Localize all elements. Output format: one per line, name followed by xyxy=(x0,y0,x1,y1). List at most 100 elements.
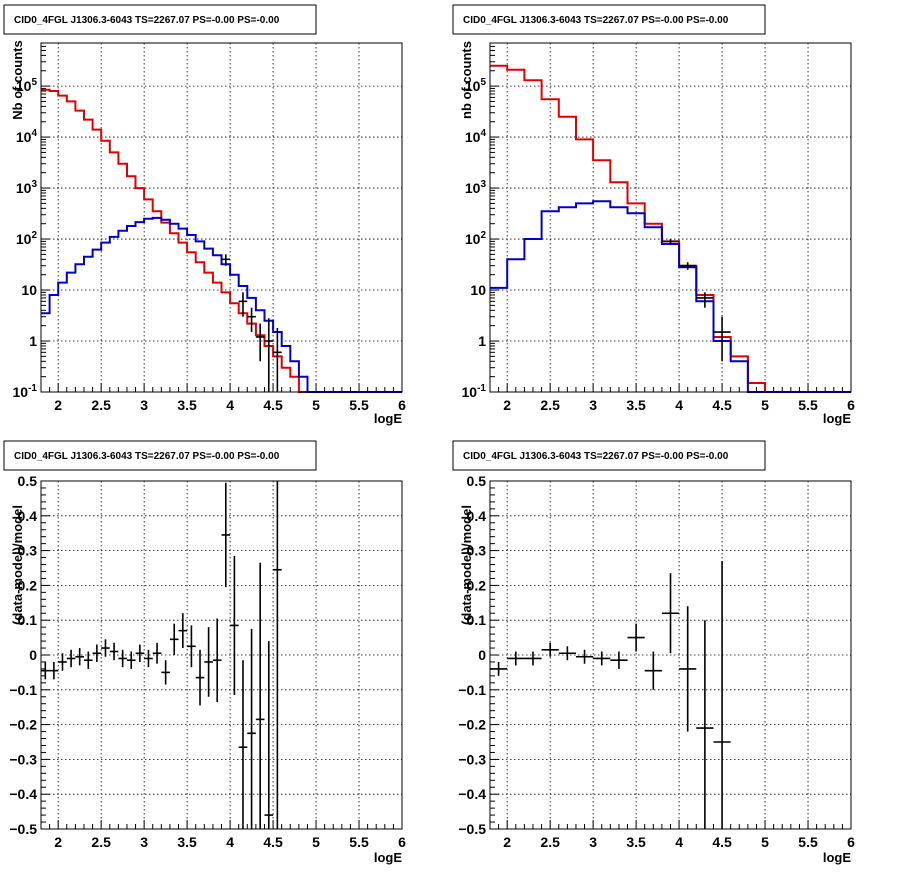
x-tick-label: 4.5 xyxy=(263,834,283,850)
y-tick-label: 10 xyxy=(21,282,37,298)
y-tick-label: 103 xyxy=(16,179,38,196)
x-tick-label: 2.5 xyxy=(91,397,111,413)
y-tick-label: 10 xyxy=(470,282,486,298)
panel-residuals-fine: CID0_4FGL J1306.3-6043 TS=2267.07 PS=-0.… xyxy=(3,440,406,865)
y-tick-label: 10-1 xyxy=(13,383,38,400)
x-axis-label: logE xyxy=(823,411,851,426)
chart-title: CID0_4FGL J1306.3-6043 TS=2267.07 PS=-0.… xyxy=(14,15,280,26)
y-tick-label: −0.1 xyxy=(9,682,37,698)
x-tick-label: 2 xyxy=(54,397,62,413)
panel-residuals-coarse: CID0_4FGL J1306.3-6043 TS=2267.07 PS=-0.… xyxy=(452,440,855,865)
title-box xyxy=(3,440,317,471)
x-tick-label: 6 xyxy=(847,834,855,850)
x-tick-label: 3.5 xyxy=(177,834,197,850)
y-tick-label: 0.1 xyxy=(18,612,38,628)
plot-area: 2 2.5 3 3.5 4 4.5 5 5.5 6 10-1 1 10 102 103 104 105 xyxy=(462,42,855,413)
x-tick-label: 3 xyxy=(140,834,148,850)
y-tick-label: 102 xyxy=(16,230,38,247)
x-tick-label: 6 xyxy=(847,397,855,413)
x-tick-label: 2 xyxy=(54,834,62,850)
x-tick-label: 2.5 xyxy=(540,834,560,850)
y-tick-label: −0.3 xyxy=(9,751,37,767)
y-tick-label: 0.4 xyxy=(467,508,487,524)
y-axis-label: (data-model)/model xyxy=(459,505,474,625)
x-tick-label: 5.5 xyxy=(349,834,369,850)
plot-background xyxy=(41,43,402,392)
panel-counts-coarse: CID0_4FGL J1306.3-6043 TS=2267.07 PS=-0.… xyxy=(452,4,855,426)
x-tick-label: 4 xyxy=(226,834,234,850)
plot-area: 2 2.5 3 3.5 4 4.5 5 5.5 6 10-1 1 10 102 103 104 105 xyxy=(13,42,406,413)
plot-area: 2 2.5 3 3.5 4 4.5 5 5.5 6 −0.5 −0.4 −0.3 −0.2 −0.1 0 0.… xyxy=(458,473,855,850)
y-tick-label: −0.3 xyxy=(458,751,486,767)
y-tick-label: 105 xyxy=(16,77,38,94)
y-tick-label: 0 xyxy=(478,647,486,663)
x-axis-label: logE xyxy=(823,850,851,865)
chart-title: CID0_4FGL J1306.3-6043 TS=2267.07 PS=-0.… xyxy=(14,451,280,462)
y-tick-label: 1 xyxy=(478,333,486,349)
y-tick-label: 0 xyxy=(29,647,37,663)
title-box xyxy=(452,4,766,35)
model-total-histogram xyxy=(490,64,851,393)
y-tick-label: −0.5 xyxy=(458,821,486,837)
plot-frame xyxy=(489,480,852,830)
plot-background xyxy=(490,43,851,392)
y-tick-label: 0.4 xyxy=(18,508,38,524)
x-tick-label: 3 xyxy=(589,397,597,413)
y-axis-label: (data-model)/model xyxy=(10,505,25,625)
chart-title: CID0_4FGL J1306.3-6043 TS=2267.07 PS=-0.… xyxy=(463,451,729,462)
x-tick-label: 4 xyxy=(675,834,683,850)
x-tick-label: 4 xyxy=(226,397,234,413)
y-tick-label: 0.5 xyxy=(18,473,38,489)
x-tick-label: 3.5 xyxy=(626,834,646,850)
x-axis-label: logE xyxy=(374,411,402,426)
y-tick-label: −0.4 xyxy=(9,786,37,802)
y-tick-label: −0.1 xyxy=(458,682,486,698)
x-tick-label: 5 xyxy=(761,834,769,850)
plot-frame xyxy=(40,42,403,393)
x-tick-label: 3.5 xyxy=(177,397,197,413)
x-tick-label: 3.5 xyxy=(626,397,646,413)
y-tick-label: −0.4 xyxy=(458,786,486,802)
y-tick-label: 0.2 xyxy=(18,577,38,593)
y-tick-label: 103 xyxy=(465,179,487,196)
y-tick-label: 104 xyxy=(465,128,487,145)
x-tick-label: 3 xyxy=(140,397,148,413)
y-tick-label: 0.2 xyxy=(467,577,487,593)
x-tick-label: 4.5 xyxy=(712,397,732,413)
y-tick-label: −0.2 xyxy=(9,717,37,733)
y-tick-label: 1 xyxy=(29,333,37,349)
plot-frame xyxy=(40,480,403,830)
chart-title: CID0_4FGL J1306.3-6043 TS=2267.07 PS=-0.… xyxy=(463,15,729,26)
y-axis-label: nb of counts xyxy=(459,41,474,119)
x-tick-label: 5 xyxy=(312,397,320,413)
x-tick-label: 5.5 xyxy=(798,397,818,413)
x-tick-label: 2 xyxy=(503,834,511,850)
y-tick-label: −0.5 xyxy=(9,821,37,837)
plot-area: 2 2.5 3 3.5 4 4.5 5 5.5 6 −0.5 −0.4 −0.3 −0.2 −0.1 0 0.… xyxy=(9,473,406,850)
plot-frame xyxy=(489,42,852,393)
panel-counts-fine: CID0_4FGL J1306.3-6043 TS=2267.07 PS=-0.… xyxy=(3,4,406,426)
title-box xyxy=(3,4,317,35)
x-axis-label: logE xyxy=(374,850,402,865)
x-tick-label: 5 xyxy=(761,397,769,413)
x-tick-label: 2.5 xyxy=(91,834,111,850)
y-tick-label: 0.5 xyxy=(467,473,487,489)
x-tick-label: 4.5 xyxy=(712,834,732,850)
y-tick-label: 102 xyxy=(465,230,487,247)
y-tick-label: 105 xyxy=(465,77,487,94)
x-tick-label: 4.5 xyxy=(263,397,283,413)
x-tick-label: 2.5 xyxy=(540,397,560,413)
x-tick-label: 5 xyxy=(312,834,320,850)
model-source-histogram xyxy=(41,216,402,393)
y-tick-label: 10-1 xyxy=(462,383,487,400)
x-tick-label: 2 xyxy=(503,397,511,413)
y-tick-label: 104 xyxy=(16,128,38,145)
y-tick-label: 0.3 xyxy=(18,543,38,559)
y-axis-label: Nb of counts xyxy=(10,40,25,119)
y-tick-label: 0.1 xyxy=(467,612,487,628)
y-tick-label: −0.2 xyxy=(458,717,486,733)
title-box xyxy=(452,440,766,471)
x-tick-label: 5.5 xyxy=(349,397,369,413)
x-tick-label: 4 xyxy=(675,397,683,413)
